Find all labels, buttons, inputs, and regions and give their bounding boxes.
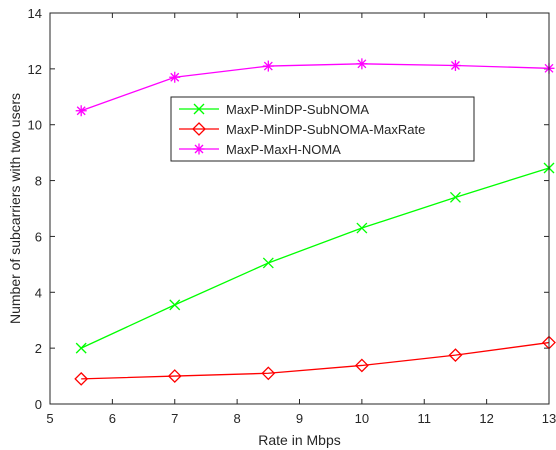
x-tick-label: 13 (542, 411, 556, 426)
series-layer (74, 58, 556, 386)
legend-box (170, 96, 475, 162)
y-axis-label: Number of subcarriers with two users (7, 93, 23, 324)
legend-label: MaxP-MaxH-NOMA (226, 142, 341, 157)
x-tick-label: 8 (234, 411, 241, 426)
data-point (262, 60, 274, 72)
x-tick-label: 12 (479, 411, 493, 426)
series-line (80, 167, 550, 349)
legend-label: MaxP-MinDP-SubNOMA-MaxRate (226, 122, 425, 137)
series-1 (75, 162, 555, 354)
series-line (81, 341, 550, 380)
data-point (449, 191, 461, 203)
series-line (80, 63, 550, 112)
data-point (262, 257, 274, 269)
y-tick-label: 14 (28, 6, 42, 21)
data-point (75, 105, 87, 117)
x-tick-label: 10 (355, 411, 369, 426)
data-point (75, 342, 87, 354)
x-tick-label: 9 (296, 411, 303, 426)
legend: MaxP-MinDP-SubNOMA MaxP-MinDP-SubNOMA-Max… (170, 96, 475, 162)
data-point (448, 348, 463, 363)
y-tick-label: 2 (35, 341, 42, 356)
legend-entry: MaxP-MaxH-NOMA (179, 142, 341, 157)
y-tick-label: 4 (35, 285, 42, 300)
x-tick-label: 5 (46, 411, 53, 426)
data-point (74, 371, 89, 386)
data-point (169, 71, 181, 83)
legend-entry: MaxP-MinDP-SubNOMA (179, 102, 369, 117)
y-tick-label: 10 (28, 118, 42, 133)
legend-entry: MaxP-MinDP-SubNOMA-MaxRate (179, 122, 425, 137)
series-2 (74, 335, 556, 386)
legend-label: MaxP-MinDP-SubNOMA (226, 102, 369, 117)
plot-area-frame (49, 12, 550, 405)
x-tick-label: 7 (171, 411, 178, 426)
data-point (356, 58, 368, 70)
y-tick-label: 8 (35, 174, 42, 189)
data-point (193, 103, 205, 115)
data-point (167, 369, 182, 383)
y-tick-label: 0 (35, 397, 42, 412)
data-point (356, 222, 368, 234)
axis-ticks: 5 6 7 8 9 10 11 12 13 0 2 4 6 8 10 12 14 (28, 6, 556, 426)
data-point (449, 60, 461, 72)
x-axis-label: Rate in Mbps (258, 432, 340, 448)
x-tick-label: 6 (109, 411, 116, 426)
y-tick-label: 6 (35, 229, 42, 244)
data-point (193, 143, 205, 155)
data-point (261, 366, 276, 381)
data-point (169, 299, 181, 311)
y-tick-label: 12 (28, 62, 42, 77)
data-point (192, 122, 206, 136)
x-tick-label: 11 (418, 411, 432, 426)
data-point (354, 358, 369, 373)
